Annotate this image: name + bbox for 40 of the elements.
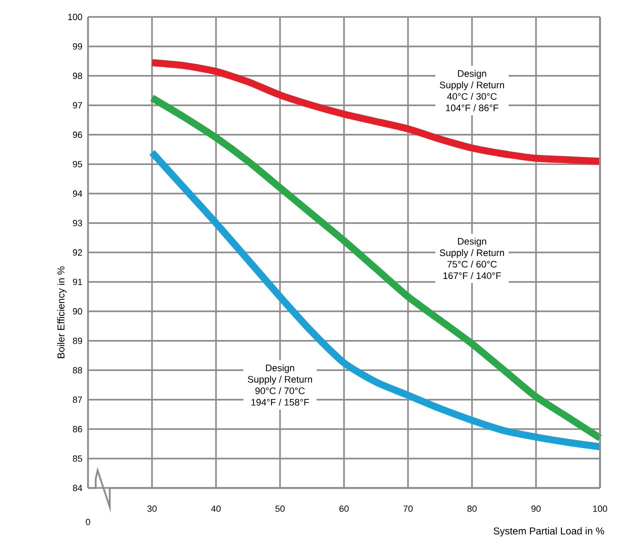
y-tick-label: 93 <box>72 220 82 226</box>
y-tick-label: 89 <box>72 338 82 344</box>
x-tick-label: 60 <box>339 506 349 512</box>
y-tick-label: 92 <box>72 249 82 256</box>
annotation: 40°C / 30°C <box>447 92 497 100</box>
y-tick-label: 85 <box>72 455 82 462</box>
annotation: Design <box>266 364 294 374</box>
y-tick-label: 90 <box>72 308 82 315</box>
x-tick-label: 50 <box>275 506 285 512</box>
y-tick-label: 84 <box>72 484 82 492</box>
y-tick-label: 86 <box>72 426 82 432</box>
annotation: Supply / Return <box>248 376 312 385</box>
text: 0 <box>86 518 90 526</box>
annotation: 75°C / 60°C <box>447 260 497 268</box>
y-tick-label: 100 <box>68 14 82 20</box>
y-tick-label: 99 <box>72 43 82 50</box>
annotation: 90°C / 70°C <box>255 387 305 394</box>
annotation: Design <box>458 238 486 247</box>
y-tick-label: 97 <box>72 102 82 108</box>
y-axis-title: Boiler Efficiency in % <box>57 266 66 358</box>
y-tick-label: 98 <box>72 72 82 80</box>
x-tick-label: 40 <box>211 506 221 512</box>
y-tick-label: 91 <box>72 278 82 286</box>
x-tick-label: 70 <box>403 506 413 512</box>
y-tick-label: 95 <box>72 160 82 168</box>
annotation: Supply / Return <box>440 81 504 90</box>
y-tick-label: 94 <box>72 190 82 197</box>
x-tick-label: 80 <box>467 506 477 512</box>
annotation: Design <box>458 70 486 79</box>
annotation: 104°F / 86°F <box>446 104 498 112</box>
x-tick-label: 100 <box>593 506 608 512</box>
annotation: Supply / Return <box>440 249 504 258</box>
x-tick-label: 90 <box>531 506 541 512</box>
x-tick-label: 30 <box>147 506 157 512</box>
x-axis-title: System Partial Load in % <box>494 527 604 536</box>
y-tick-label: 88 <box>72 367 82 374</box>
y-tick-label: 96 <box>72 132 82 138</box>
y-tick-label: 87 <box>72 396 82 403</box>
annotation: 167°F / 140°F <box>443 272 501 280</box>
annotation: 194°F / 158°F <box>251 398 309 406</box>
